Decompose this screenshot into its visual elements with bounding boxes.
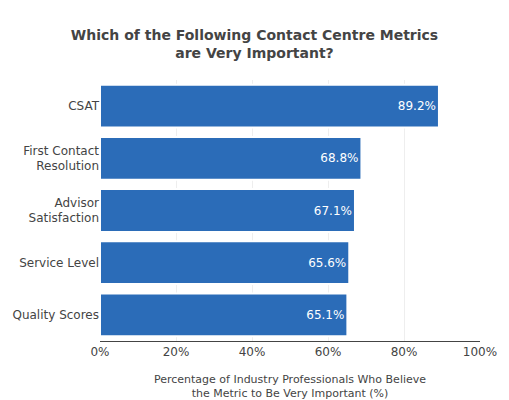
svg-text:Quality Scores: Quality Scores (12, 308, 99, 322)
svg-text:100%: 100% (463, 345, 497, 359)
svg-text:89.2%: 89.2% (398, 99, 436, 113)
svg-text:AdvisorSatisfaction: AdvisorSatisfaction (29, 196, 100, 226)
svg-text:40%: 40% (239, 345, 266, 359)
svg-text:60%: 60% (315, 345, 342, 359)
svg-text:68.8%: 68.8% (320, 151, 358, 165)
svg-text:Which of the Following Contact: Which of the Following Contact Centre Me… (71, 27, 438, 61)
svg-text:80%: 80% (391, 345, 418, 359)
svg-text:67.1%: 67.1% (314, 204, 352, 218)
svg-text:Service Level: Service Level (19, 256, 99, 270)
svg-text:65.6%: 65.6% (308, 256, 346, 270)
svg-text:65.1%: 65.1% (306, 308, 344, 322)
svg-text:Percentage of Industry Profess: Percentage of Industry Professionals Who… (154, 373, 426, 400)
svg-text:20%: 20% (163, 345, 190, 359)
svg-text:First ContactResolution: First ContactResolution (23, 144, 99, 174)
svg-text:0%: 0% (90, 345, 109, 359)
svg-text:CSAT: CSAT (68, 99, 99, 113)
